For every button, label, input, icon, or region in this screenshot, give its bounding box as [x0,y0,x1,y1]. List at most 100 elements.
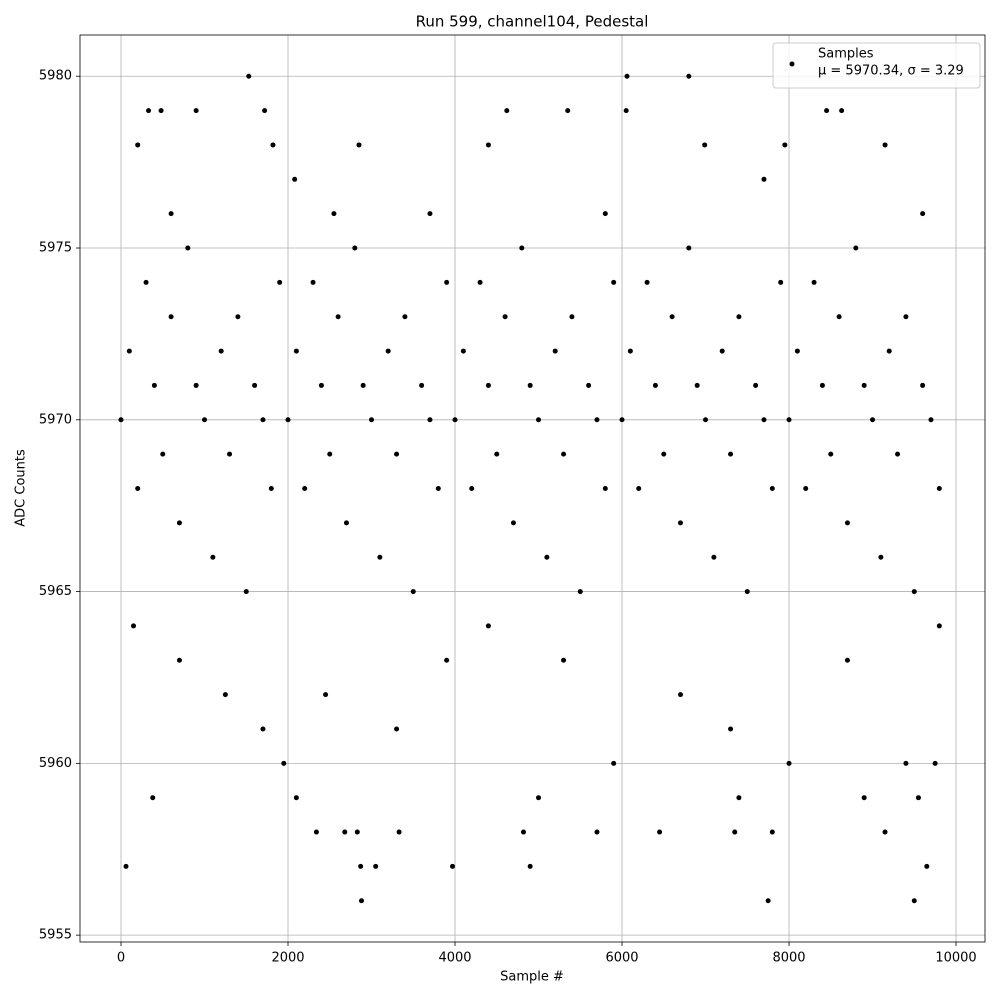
point [636,486,642,491]
point [686,245,692,251]
point [870,417,876,423]
point [536,417,542,423]
point [358,863,364,869]
point [677,520,683,526]
point [565,108,571,114]
point [131,623,137,629]
point [354,829,360,835]
point [396,829,402,835]
point [450,863,456,869]
point [270,142,276,148]
point [703,417,709,423]
point [327,451,333,457]
point [485,382,491,388]
point [310,279,316,285]
y-tick-label: 5955 [39,928,72,943]
point [657,829,663,835]
point [126,348,132,354]
point [313,829,319,835]
point [915,795,921,801]
point [677,692,683,698]
point [544,554,550,560]
point [924,863,930,869]
point [761,417,767,423]
point [736,314,742,320]
point [920,382,926,388]
point [118,417,124,423]
point [736,795,742,801]
point [903,760,909,766]
point [502,314,508,320]
point [394,451,400,457]
point [285,417,291,423]
point [520,829,526,835]
y-axis-label: ADC Counts [14,449,29,527]
point [504,108,510,114]
x-tick-label: 4000 [438,951,471,966]
point [222,692,228,698]
point [728,451,734,457]
chart-title: Run 599, channel104, Pedestal [416,13,649,31]
point [323,692,329,698]
x-tick-label: 10000 [935,951,976,966]
point [761,176,767,182]
point [444,657,450,663]
point [882,142,888,148]
point [602,211,608,217]
point [277,279,283,285]
point [292,176,298,182]
point [886,348,892,354]
point [853,245,859,251]
point [318,382,324,388]
point [342,829,348,835]
point [185,245,191,251]
point [702,142,708,148]
point [652,382,658,388]
point [611,760,617,766]
x-tick-label: 2000 [271,951,304,966]
point [394,726,400,732]
point [150,795,156,801]
point [794,348,800,354]
point [460,348,466,354]
point [624,73,630,79]
point [903,314,909,320]
point [611,279,617,285]
point [627,348,633,354]
point [427,417,433,423]
point [281,760,287,766]
point [561,657,567,663]
legend-box [772,42,981,89]
point [360,382,366,388]
point [435,486,441,491]
point [146,108,152,114]
x-tick-label: 8000 [772,951,805,966]
y-tick-label: 5975 [39,241,72,256]
point [151,382,157,388]
point [536,795,542,801]
point [160,451,166,457]
point [878,554,884,560]
point [844,657,850,663]
point [227,451,233,457]
point [335,314,341,320]
point [210,554,216,560]
point [569,314,575,320]
point [936,623,942,629]
point [385,348,391,354]
point [135,486,141,491]
legend-marker [789,61,795,67]
point [373,863,379,869]
point [343,520,349,526]
point [839,108,845,114]
point [753,382,759,388]
point [143,279,149,285]
point [669,314,675,320]
x-axis-label: Sample # [500,970,564,985]
point [895,451,901,457]
point [594,829,600,835]
point [577,589,583,595]
point [168,314,174,320]
point [262,108,268,114]
